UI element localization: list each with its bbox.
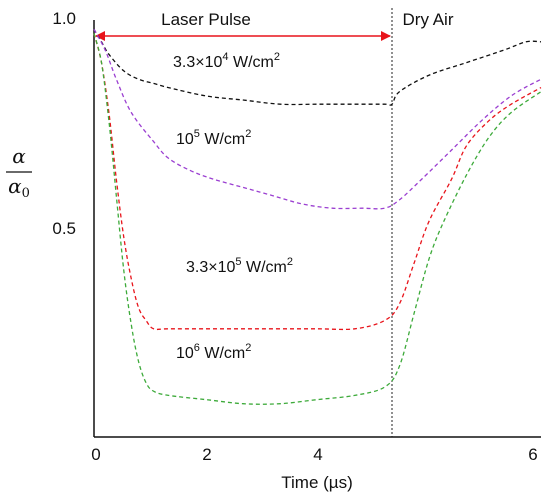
y-axis-numerator: α xyxy=(12,144,26,168)
series-label-3.3e4: 3.3×104 W/cm2 xyxy=(173,51,280,71)
region-label-laser-pulse: Laser Pulse xyxy=(161,10,251,29)
region-label-dry-air: Dry Air xyxy=(403,10,454,29)
series-line-1e5 xyxy=(93,28,542,210)
y-axis-denominator-symbol: α xyxy=(8,174,22,198)
x-tick-label-6: 6 xyxy=(528,445,537,464)
series-lines xyxy=(93,28,542,405)
series-labels: 3.3×104 W/cm2 105 W/cm2 3.3×105 W/cm2 10… xyxy=(173,51,293,362)
series-label-1e5: 105 W/cm2 xyxy=(176,128,251,148)
series-line-3.3e5 xyxy=(93,33,542,331)
series-label-3.3e5: 3.3×105 W/cm2 xyxy=(186,256,293,276)
y-axis-denominator-subscript: 0 xyxy=(22,186,30,201)
series-line-3.3e4 xyxy=(93,28,542,106)
x-tick-label-2: 2 xyxy=(202,445,211,464)
y-tick-label-1.0: 1.0 xyxy=(52,9,76,28)
series-line-1e6 xyxy=(93,33,542,405)
y-tick-label-0.5: 0.5 xyxy=(52,219,76,238)
y-axis-denominator: α0 xyxy=(8,174,30,201)
x-tick-label-0: 0 xyxy=(91,445,100,464)
x-axis-title: Time (µs) xyxy=(281,473,353,492)
x-tick-label-4: 4 xyxy=(313,445,322,464)
y-axis-title: α α0 xyxy=(6,144,32,201)
series-label-1e6: 106 W/cm2 xyxy=(176,342,251,362)
